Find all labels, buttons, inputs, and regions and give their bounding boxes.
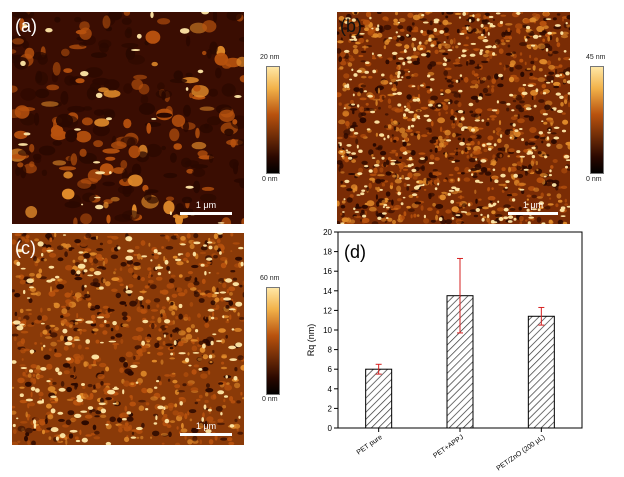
colorbar-max-a: 20 nm	[260, 54, 280, 61]
colorbar-a	[266, 66, 280, 174]
y-tick-label-0: 0	[328, 424, 333, 433]
colorbar-c	[266, 287, 280, 395]
y-tick-label-6: 12	[323, 306, 332, 315]
x-tick-label-2: PET/ZnO (200 μL)	[495, 434, 546, 472]
afm-texture-b	[337, 12, 570, 224]
colorbar-min-c: 0 nm	[262, 396, 278, 403]
scale-label-a: 1 μm	[195, 200, 217, 210]
colorbar-b	[590, 66, 604, 174]
y-tick-label-2: 4	[328, 385, 333, 394]
colorbar-min-b: 0 nm	[586, 176, 602, 183]
y-tick-label-4: 8	[328, 346, 333, 355]
colorbar-max-c: 60 nm	[260, 275, 280, 282]
scale-bar-a	[180, 212, 232, 215]
y-tick-label-5: 10	[323, 326, 332, 335]
afm-texture-c	[12, 233, 244, 445]
colorbar-min-a: 0 nm	[262, 176, 278, 183]
x-tick-label-1: PET+APPJ	[432, 434, 465, 460]
afm-image-b	[337, 12, 570, 224]
y-tick-label-9: 18	[323, 248, 332, 257]
scale-bar-b	[508, 212, 558, 215]
afm-image-c	[12, 233, 244, 445]
panel-label-a: (a)	[15, 16, 37, 36]
y-tick-label-8: 16	[323, 267, 332, 276]
chart-panel-label: (d)	[344, 242, 366, 262]
y-tick-label-7: 14	[323, 287, 332, 296]
bar-2	[527, 315, 555, 429]
y-tick-label-3: 6	[328, 365, 333, 374]
y-axis-label: Rq (nm)	[306, 324, 316, 357]
rq-bar-chart: 0 2 4 6 8 10 12 14 16 18 20 PET pure PET+APPJ PET/ZnO…	[306, 228, 583, 472]
bar-0	[365, 368, 393, 429]
afm-image-a	[12, 12, 244, 224]
y-tick-label-1: 2	[328, 404, 333, 413]
scale-bar-c	[180, 433, 232, 436]
panel-label-c: (c)	[15, 238, 36, 258]
scale-label-b: 1 μm	[522, 200, 544, 210]
afm-texture-a	[12, 12, 244, 224]
panel-label-b: (b)	[340, 16, 362, 36]
y-tick-label-10: 20	[323, 228, 332, 237]
x-tick-label-0: PET pure	[356, 434, 384, 457]
colorbar-max-b: 45 nm	[586, 54, 606, 61]
scale-label-c: 1 μm	[195, 421, 217, 431]
